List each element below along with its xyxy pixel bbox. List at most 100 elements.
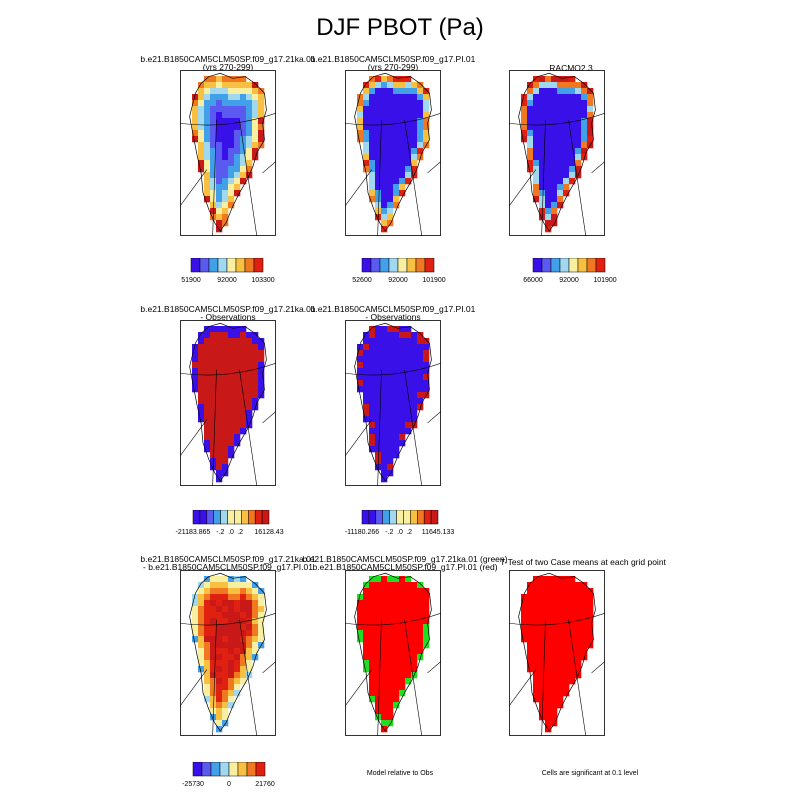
- map-cell: [557, 612, 564, 619]
- map-cell: [399, 374, 406, 381]
- map-cell: [557, 172, 564, 179]
- map-cell: [357, 624, 364, 631]
- map-cell: [363, 160, 370, 167]
- map-cell: [363, 606, 370, 613]
- map-cell: [363, 612, 370, 619]
- map-cell: [387, 714, 394, 721]
- map-cell: [387, 636, 394, 643]
- map-cell: [234, 76, 241, 83]
- map-cell: [381, 88, 388, 95]
- map-cell: [521, 118, 528, 125]
- map-cell: [357, 136, 364, 143]
- map-cell: [246, 130, 253, 137]
- map-cell: [204, 410, 211, 417]
- map-cell: [399, 100, 406, 107]
- map-cell: [216, 374, 223, 381]
- map-cell: [563, 648, 570, 655]
- colorbar-box: [199, 510, 208, 525]
- map-cell: [587, 106, 594, 113]
- map-cell: [551, 618, 558, 625]
- map-cell: [387, 148, 394, 155]
- map-cell: [581, 82, 588, 89]
- map-cell: [387, 678, 394, 685]
- map-cell: [369, 582, 376, 589]
- map-cell: [204, 386, 211, 393]
- map-cell: [423, 112, 430, 119]
- colorbar-label: .0: [397, 529, 403, 536]
- map-cell: [387, 618, 394, 625]
- map-cell: [417, 654, 424, 661]
- map-cell: [539, 708, 546, 715]
- map-cell: [545, 666, 552, 673]
- map-cell: [393, 362, 400, 369]
- map-cell: [557, 142, 564, 149]
- map-cell: [411, 398, 418, 405]
- map-cell: [198, 100, 205, 107]
- map-cell: [369, 422, 376, 429]
- map-cell: [357, 612, 364, 619]
- map-cell: [557, 82, 564, 89]
- map-cell: [381, 332, 388, 339]
- map-cell: [369, 106, 376, 113]
- map-cell: [399, 112, 406, 119]
- map-cell: [405, 624, 412, 631]
- map-cell: [216, 630, 223, 637]
- map-cell: [417, 588, 424, 595]
- colorbar-label: 101900: [422, 277, 445, 284]
- map-cell: [210, 600, 217, 607]
- map-cell: [539, 202, 546, 209]
- map-cell: [216, 136, 223, 143]
- map-cell: [411, 386, 418, 393]
- map-cell: [405, 630, 412, 637]
- map-cell: [240, 130, 247, 137]
- map-cell: [375, 374, 382, 381]
- map-cell: [210, 588, 217, 595]
- map-cell: [198, 118, 205, 125]
- map-cell: [575, 666, 582, 673]
- map-cell: [234, 618, 241, 625]
- map-cell: [228, 654, 235, 661]
- map-cell: [198, 130, 205, 137]
- map-cell: [545, 588, 552, 595]
- map-cell: [393, 582, 400, 589]
- map-cell: [587, 130, 594, 137]
- map-cell: [563, 82, 570, 89]
- map-cell: [228, 684, 235, 691]
- map-cell: [399, 588, 406, 595]
- map-cell: [417, 386, 424, 393]
- map-cell: [198, 166, 205, 173]
- map-cell: [234, 82, 241, 89]
- map-cell: [551, 148, 558, 155]
- map-cell: [539, 648, 546, 655]
- map-cell: [375, 326, 382, 333]
- map-cell: [228, 184, 235, 191]
- map-cell: [258, 588, 265, 595]
- map-cell: [563, 594, 570, 601]
- map-cell: [399, 618, 406, 625]
- map-cell: [587, 136, 594, 143]
- map-cell: [417, 94, 424, 101]
- meridian-line: [377, 119, 382, 236]
- map-cell: [210, 350, 217, 357]
- map-cell: [369, 362, 376, 369]
- map-cell: [375, 344, 382, 351]
- map-cell: [533, 82, 540, 89]
- map-cell: [216, 196, 223, 203]
- latitude-line: [180, 612, 276, 626]
- map-cell: [240, 88, 247, 95]
- map-cell: [393, 380, 400, 387]
- map-cell: [545, 678, 552, 685]
- map-cell: [393, 434, 400, 441]
- map-cell: [228, 582, 235, 589]
- map-cell: [423, 606, 430, 613]
- map-cell: [387, 398, 394, 405]
- panel-title-line2: - Observations: [200, 312, 256, 322]
- map-cell: [557, 190, 564, 197]
- map-cell: [216, 184, 223, 191]
- map-cell: [417, 332, 424, 339]
- map-cell: [417, 154, 424, 161]
- map-cell: [375, 392, 382, 399]
- map-cell: [369, 678, 376, 685]
- map-cell: [369, 386, 376, 393]
- map-cell: [369, 404, 376, 411]
